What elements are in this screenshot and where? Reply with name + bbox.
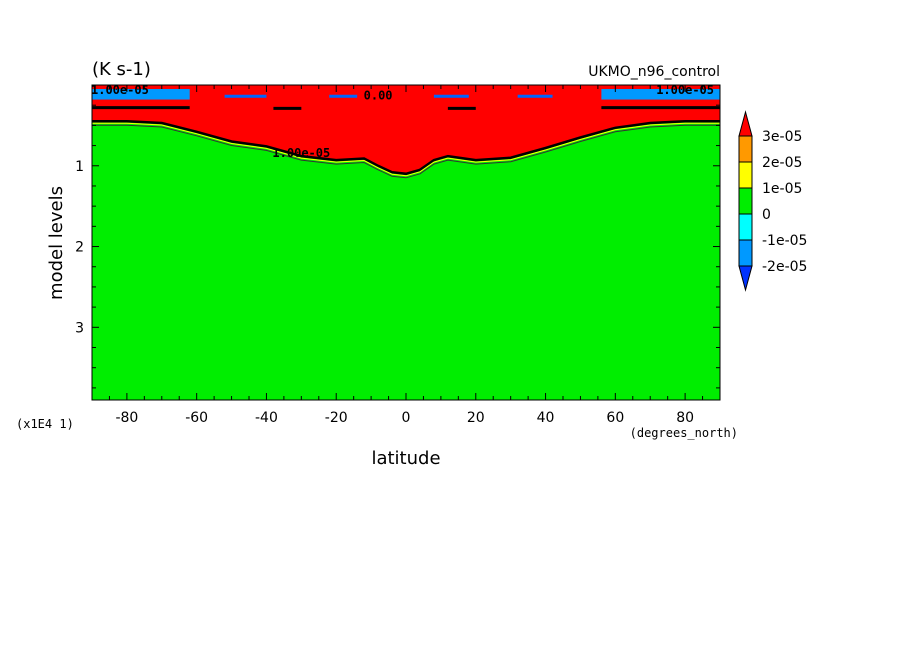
contour-yellow-edge — [92, 122, 720, 177]
contour-labels: 1.00e-050.001.00e-05 1.00e-05 — [91, 83, 714, 160]
colorbar-segment — [738, 213, 753, 241]
x-axis: -80 -60 -40 -20 0 20 40 60 80 — [91, 85, 721, 426]
x-tick-label: -40 — [255, 410, 278, 426]
blue-band-1 — [601, 89, 720, 100]
x-tick-label: 40 — [537, 410, 555, 426]
contour-line-secondary — [92, 124, 720, 179]
colorbar-segment — [738, 135, 753, 163]
colorbar-label: 0 — [762, 207, 771, 223]
plot-area: 1.00e-050.001.00e-05 1.00e-05 — [91, 83, 721, 401]
y-tick-label: 2 — [75, 240, 84, 256]
y-axis-label: model levels — [46, 186, 67, 300]
contour-label-0: 1.00e-05 — [272, 146, 330, 160]
x-axis-units: (degrees_north) — [630, 426, 738, 440]
blue-band-0 — [92, 89, 190, 100]
x-tick-label: 80 — [676, 410, 694, 426]
x-tick-label: -20 — [325, 410, 348, 426]
colorbar-segment — [738, 187, 753, 215]
x-tick-label: 0 — [402, 410, 411, 426]
contour-label-1: 0.00 — [364, 89, 393, 103]
y-tick-label: 1 — [75, 159, 84, 175]
top-blue-band — [92, 89, 720, 110]
colorbar-segment — [738, 239, 753, 267]
colorbar-segment — [738, 161, 753, 189]
colorbar: 3e-05 2e-05 1e-05 0 -1e-05 -2e-05 — [738, 110, 807, 292]
y-axis: 1 2 3 — [75, 84, 720, 389]
contour-line — [92, 120, 720, 176]
x-tick-label: 60 — [606, 410, 624, 426]
y-axis-multiplier: (x1E4 1) — [16, 417, 74, 431]
x-axis-label: latitude — [371, 448, 440, 469]
colorbar-label: 1e-05 — [762, 181, 802, 197]
contour-label-2: 1.00e-05 — [91, 83, 149, 97]
colorbar-label: 3e-05 — [762, 129, 802, 145]
colorbar-top-arrow — [738, 110, 753, 137]
y-tick-label: 3 — [75, 320, 84, 336]
x-tick-label: -80 — [115, 410, 138, 426]
colorbar-label: -1e-05 — [762, 233, 807, 249]
red-region — [92, 85, 720, 174]
colorbar-label: -2e-05 — [762, 259, 807, 275]
dataset-title: UKMO_n96_control — [588, 64, 720, 80]
units-title: (K s-1) — [92, 59, 151, 80]
x-tick-label: -60 — [185, 410, 208, 426]
colorbar-label: 2e-05 — [762, 155, 802, 171]
colorbar-bottom-arrow — [738, 265, 753, 292]
x-tick-label: 20 — [467, 410, 485, 426]
